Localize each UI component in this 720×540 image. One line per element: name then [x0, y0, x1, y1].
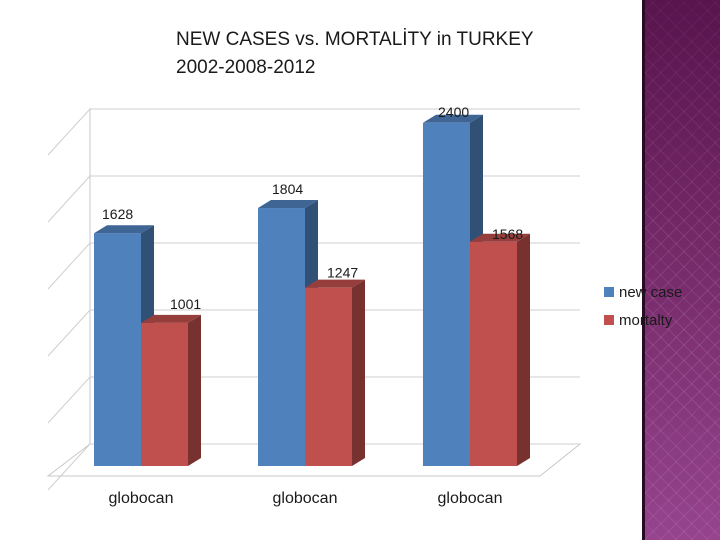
chart-title-line-1: NEW CASES vs. MORTALİTY in TURKEY	[176, 29, 534, 50]
bar-side-mortalty-3	[517, 233, 530, 466]
chart-gridline-side	[47, 108, 91, 156]
chart-gridline-side	[47, 309, 91, 357]
chart-title: NEW CASES vs. MORTALİTY in TURKEY 2002-2…	[176, 26, 534, 82]
chart-data-labels: 1628 1001 1804 1247 2400 1568	[102, 104, 523, 312]
bar-mortalty-2	[305, 287, 352, 466]
legend-swatch-new-case	[604, 287, 614, 297]
legend-label-mortalty: mortalty	[619, 312, 673, 329]
chart-gridline-side	[47, 443, 91, 491]
data-label-mortalty-2: 1247	[327, 265, 358, 281]
data-label-mortalty-1: 1001	[170, 296, 201, 312]
bar-mortalty-1	[141, 322, 188, 466]
decorative-side-strip	[642, 0, 720, 540]
chart-title-line-2: 2002-2008-2012	[176, 57, 316, 78]
bar-top-mortalty-3	[470, 233, 530, 242]
legend-swatch-mortalty	[604, 315, 614, 325]
bar-side-mortalty-2	[352, 279, 365, 466]
bar-top-new-case-1	[94, 225, 154, 234]
bar-new-case-3	[423, 122, 470, 467]
data-label-new-case-1: 1628	[102, 206, 133, 222]
bar-new-case-2	[258, 208, 305, 466]
data-label-new-case-3: 2400	[438, 104, 469, 120]
bar-top-mortalty-2	[305, 279, 365, 288]
bar-top-new-case-3	[423, 114, 483, 123]
chart-gridline-side	[47, 242, 91, 290]
bar-side-mortalty-1	[188, 314, 201, 466]
legend-label-new-case: new case	[619, 284, 682, 301]
x-tick-label-1: globocan	[109, 490, 174, 507]
bar-mortalty-3	[470, 241, 517, 466]
data-label-new-case-2: 1804	[272, 181, 303, 197]
chart-bars	[94, 114, 530, 467]
x-tick-label-3: globocan	[438, 490, 503, 507]
chart-x-tick-labels: globocan globocan globocan	[109, 490, 503, 507]
chart-gridline-side	[47, 175, 91, 223]
chart-legend: new case mortalty	[604, 284, 682, 329]
bar-top-mortalty-1	[141, 314, 201, 323]
chart-gridline-side	[47, 376, 91, 424]
bar-new-case-1	[94, 233, 141, 466]
x-tick-label-2: globocan	[273, 490, 338, 507]
bar-top-new-case-2	[258, 200, 318, 209]
data-label-mortalty-3: 1568	[492, 226, 523, 242]
